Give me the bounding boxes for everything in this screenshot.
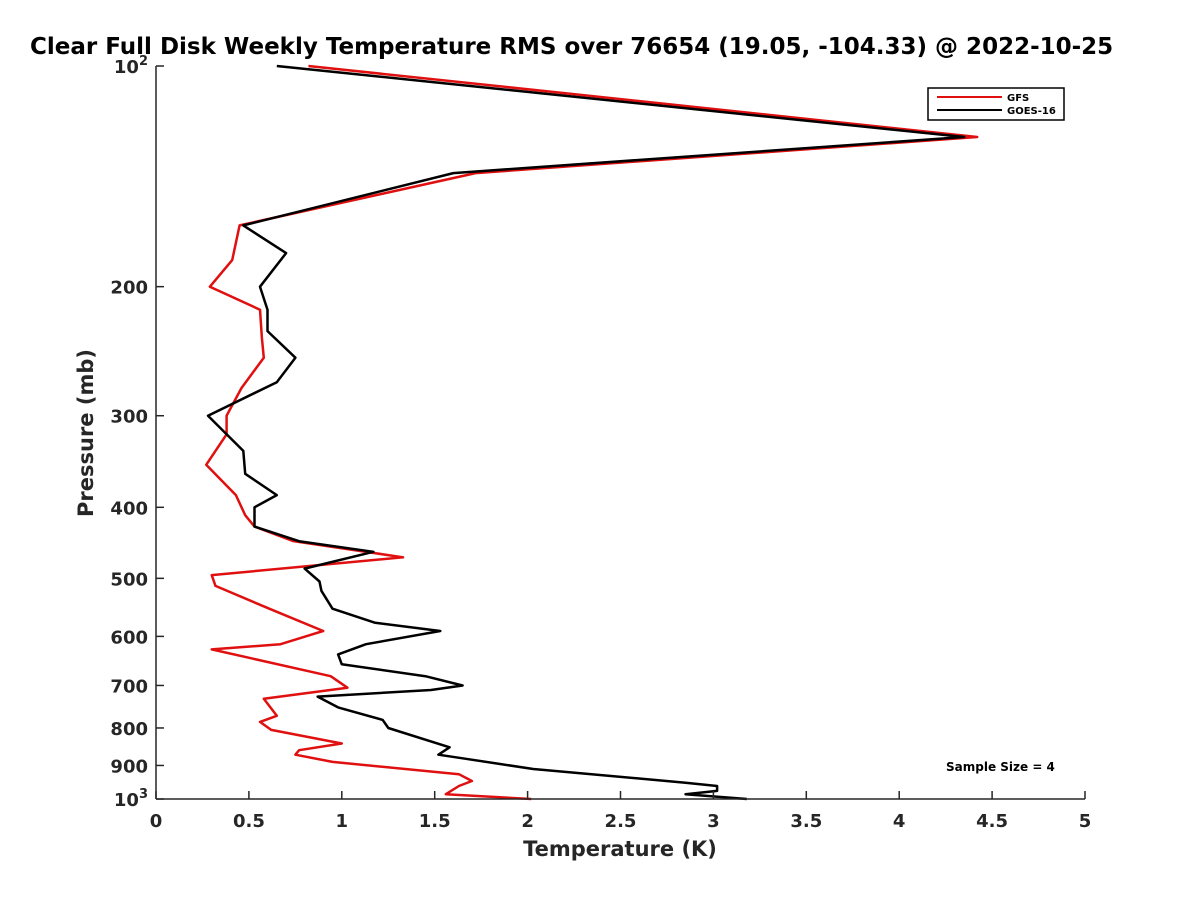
series-line-gfs (204, 64, 979, 801)
series-layer (204, 64, 979, 801)
x-tick-label: 1 (336, 811, 349, 832)
plot-area: 0 0.5 1 1.5 2 2.5 3 3.5 4 4.5 5 102 200 300 400 500 600… (110, 54, 1091, 832)
y-tick-label: 800 (110, 719, 148, 740)
y-ticks: 102 200 300 400 500 600 700 800 900 103 (110, 54, 164, 811)
y-tick-label: 600 (110, 627, 148, 648)
legend-label-goes16: GOES-16 (1007, 106, 1056, 117)
y-tick-label: 700 (110, 676, 148, 697)
y-tick-label: 500 (110, 569, 148, 590)
y-tick-label: 103 (114, 787, 148, 811)
y-tick-label: 300 (110, 407, 148, 428)
x-tick-label: 5 (1079, 811, 1092, 832)
x-tick-label: 2.5 (605, 811, 637, 832)
y-tick-label: 102 (114, 54, 148, 78)
x-tick-label: 1.5 (419, 811, 451, 832)
chart-title: Clear Full Disk Weekly Temperature RMS o… (30, 34, 1113, 60)
x-tick-label: 3.5 (790, 811, 822, 832)
x-ticks: 0 0.5 1 1.5 2 2.5 3 3.5 4 4.5 5 (150, 791, 1092, 832)
x-tick-label: 0.5 (233, 811, 265, 832)
y-tick-label: 200 (110, 278, 148, 299)
series-line-goes16 (206, 64, 966, 801)
legend: GFS GOES-16 (927, 87, 1065, 121)
y-tick-label: 400 (110, 498, 148, 519)
plot-background (156, 66, 1085, 799)
y-tick-label: 900 (110, 756, 148, 777)
x-axis-label: Temperature (K) (523, 837, 717, 861)
x-tick-label: 4.5 (976, 811, 1008, 832)
x-tick-label: 2 (521, 811, 534, 832)
sample-size-annotation: Sample Size = 4 (946, 760, 1055, 774)
y-axis-label: Pressure (mb) (74, 349, 98, 517)
legend-box (927, 87, 1065, 121)
legend-label-gfs: GFS (1007, 93, 1029, 104)
x-tick-label: 0 (150, 811, 163, 832)
x-tick-label: 3 (707, 811, 720, 832)
x-tick-label: 4 (893, 811, 906, 832)
